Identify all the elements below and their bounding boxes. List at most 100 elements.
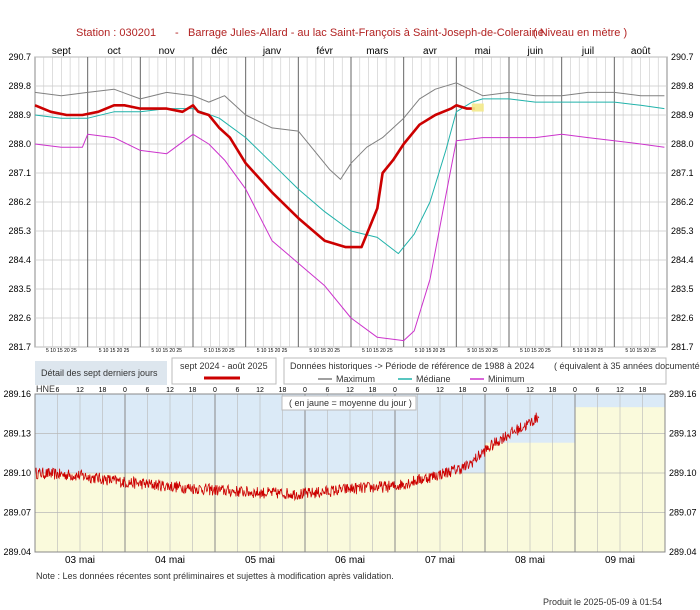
top-y-tick-label: 289.8 (671, 81, 694, 91)
bottom-plot-frame (34, 393, 666, 553)
top-series-current (34, 104, 475, 249)
top-day-tick-label: 5 10 15 20 25 (204, 348, 235, 354)
top-y-tick-label: 290.7 (671, 52, 694, 62)
bottom-hour-label: 12 (166, 387, 174, 394)
top-month-label: juin (527, 46, 544, 57)
yellow-note: ( en jaune = moyenne du jour ) (289, 398, 412, 408)
bottom-hour-label: 0 (213, 387, 217, 394)
title: Station : 030201 - Barrage Jules-Allard … (76, 27, 627, 39)
top-day-tick-label: 5 10 15 20 25 (151, 348, 182, 354)
top-day-tick-label: 5 10 15 20 25 (467, 348, 498, 354)
bottom-day-label: 06 mai (335, 555, 365, 566)
bottom-hour-label: 12 (76, 387, 84, 394)
top-y-tick-label: 281.7 (671, 342, 694, 352)
bottom-y-axis-left: 289.16 289.13 289.10 289.07 289.04 (3, 389, 31, 557)
bottom-hour-label: 0 (123, 387, 127, 394)
bottom-day-label: 09 mai (605, 555, 635, 566)
top-day-tick-label: 5 10 15 20 25 (415, 348, 446, 354)
top-y-tick-label: 288.9 (8, 110, 31, 120)
top-y-tick-label: 284.4 (671, 255, 694, 265)
top-month-label: mai (475, 46, 491, 57)
top-month-labels: sept oct nov déc janv févr mars avr mai juin juil a… (52, 46, 651, 57)
bottom-hour-label: 12 (256, 387, 264, 394)
top-y-tick-label: 290.7 (8, 52, 31, 62)
top-y-tick-label: 289.8 (8, 81, 31, 91)
bottom-hour-label: 6 (56, 387, 60, 394)
top-day-ticks: 5 10 15 20 25 5 10 15 20 25 5 10 15 20 25 5… (46, 348, 656, 354)
bottom-y-tick-label: 289.04 (669, 547, 697, 557)
top-month-label: févr (316, 46, 333, 57)
bottom-hour-label: 12 (526, 387, 534, 394)
legend: Détail des sept derniers jours sept 2024… (35, 357, 700, 385)
top-current-marker (471, 103, 484, 112)
top-y-tick-label: 282.6 (8, 313, 31, 323)
top-series-maximum (34, 82, 665, 180)
bottom-hour-label: 6 (236, 387, 240, 394)
footer-note: Note : Les données récentes sont prélimi… (36, 571, 394, 581)
top-day-tick-label: 5 10 15 20 25 (520, 348, 551, 354)
bottom-hour-label: 6 (326, 387, 330, 394)
top-y-tick-label: 283.5 (8, 284, 31, 294)
top-y-tick-label: 288.0 (671, 139, 694, 149)
top-day-tick-label: 5 10 15 20 25 (309, 348, 340, 354)
bottom-day-label: 05 mai (245, 555, 275, 566)
bottom-day-labels: 03 mai 04 mai 05 mai 06 mai 07 mai 08 mai 09 m… (65, 555, 635, 566)
top-y-tick-label: 282.6 (671, 313, 694, 323)
top-chart: sept oct nov déc janv févr mars avr mai juin juil a… (8, 46, 693, 354)
bottom-day-label: 04 mai (155, 555, 185, 566)
bottom-hour-label: 18 (639, 387, 647, 394)
bottom-y-tick-label: 289.13 (669, 429, 697, 439)
top-month-label: avr (423, 46, 438, 57)
bottom-hour-label: 0 (393, 387, 397, 394)
top-day-tick-label: 5 10 15 20 25 (362, 348, 393, 354)
bottom-hour-label: 12 (346, 387, 354, 394)
bottom-hour-label: 18 (189, 387, 197, 394)
legend-minimum: Minimum (488, 374, 525, 384)
detail-label-box (35, 361, 167, 385)
top-y-tick-label: 285.3 (8, 226, 31, 236)
bottom-hour-label: 6 (416, 387, 420, 394)
bottom-hour-label: 18 (369, 387, 377, 394)
bottom-y-tick-label: 289.07 (669, 508, 697, 518)
top-y-tick-label: 286.2 (671, 197, 694, 207)
bottom-y-tick-label: 289.07 (3, 508, 31, 518)
bottom-y-tick-label: 289.16 (669, 389, 697, 399)
top-month-label: août (631, 46, 651, 57)
top-month-label: nov (159, 46, 175, 57)
top-series (34, 82, 665, 342)
hne-label: HNE (36, 384, 55, 394)
period-label: sept 2024 - août 2025 (180, 361, 268, 371)
top-y-tick-label: 285.3 (671, 226, 694, 236)
bottom-hour-label: 0 (573, 387, 577, 394)
historic-label: Données historiques -> Période de référe… (290, 361, 534, 371)
top-y-tick-label: 287.1 (671, 168, 694, 178)
bottom-y-tick-label: 289.13 (3, 429, 31, 439)
bottom-hour-label: 12 (436, 387, 444, 394)
station-name: Barrage Jules-Allard - au lac Saint-Fran… (188, 27, 544, 39)
legend-median: Médiane (416, 374, 451, 384)
top-y-tick-label: 284.4 (8, 255, 31, 265)
bottom-day-label: 07 mai (425, 555, 455, 566)
bottom-hour-label: 18 (99, 387, 107, 394)
bottom-hour-label: 6 (506, 387, 510, 394)
top-series-minimum (34, 133, 665, 342)
top-series-median (34, 98, 665, 255)
station-label: Station : 030201 (76, 27, 156, 39)
top-day-tick-label: 5 10 15 20 25 (46, 348, 77, 354)
detail-label: Détail des sept derniers jours (41, 368, 158, 378)
bottom-series-current (34, 412, 540, 502)
top-y-axis-right: 290.7 289.8 288.9 288.0 287.1 286.2 285.3 284.4… (671, 52, 694, 352)
bottom-y-axis-right: 289.16 289.13 289.10 289.07 289.04 (669, 389, 697, 557)
top-y-axis-left: 290.7 289.8 288.9 288.0 287.1 286.2 285.3 284.4… (8, 52, 31, 352)
bottom-hour-label: 18 (459, 387, 467, 394)
top-y-tick-label: 286.2 (8, 197, 31, 207)
top-month-label: juil (581, 46, 594, 57)
bottom-y-tick-label: 289.10 (3, 468, 31, 478)
bottom-y-tick-label: 289.04 (3, 547, 31, 557)
period-box (171, 357, 277, 385)
bottom-hour-labels: 6 12 18 0 6 12 18 0 6 12 18 0 6 12 18 0 6 12 18 0 6 12 18 0 6 12 1… (56, 387, 647, 394)
bottom-day-label: 03 mai (65, 555, 95, 566)
top-day-tick-label: 5 10 15 20 25 (625, 348, 656, 354)
top-month-label: janv (262, 46, 281, 57)
